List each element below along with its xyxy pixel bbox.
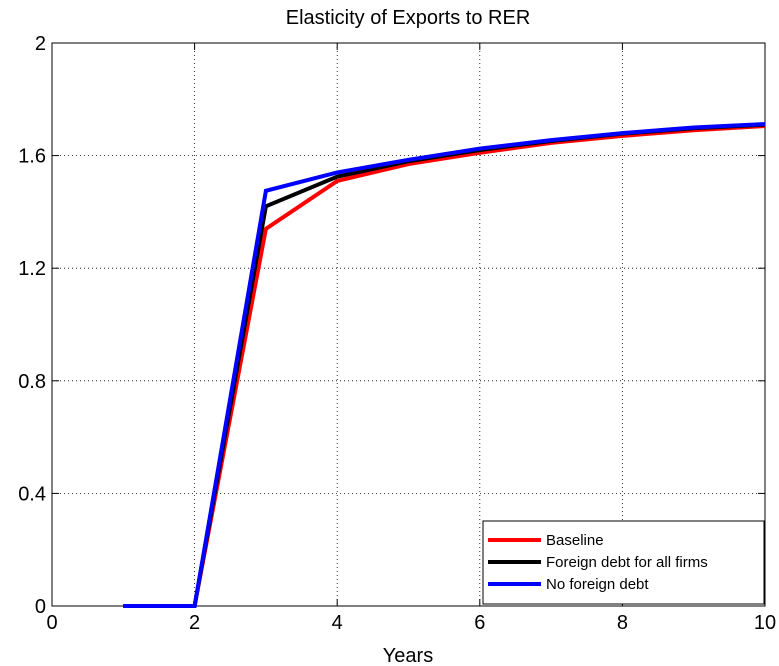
y-tick-label: 2 bbox=[35, 33, 46, 55]
series-lines bbox=[123, 122, 766, 608]
y-tick-label: 0 bbox=[35, 596, 46, 618]
grid-lines bbox=[52, 43, 765, 606]
x-tick-label: 4 bbox=[332, 612, 343, 634]
series-line-no-foreign-debt bbox=[123, 122, 766, 608]
legend-label-no-foreign-debt: No foreign debt bbox=[546, 576, 649, 593]
legend: Baseline Foreign debt for all firms No for… bbox=[482, 520, 765, 605]
x-tick-label: 6 bbox=[474, 612, 485, 634]
x-tick-label: 0 bbox=[46, 612, 57, 634]
legend-label-foreign-debt-for-all-firms: Foreign debt for all firms bbox=[546, 554, 708, 571]
x-tick-label: 10 bbox=[754, 612, 776, 634]
chart-title: Elasticity of Exports to RER bbox=[286, 7, 531, 29]
y-tick-label: 1.6 bbox=[18, 146, 46, 168]
x-tick-label: 2 bbox=[189, 612, 200, 634]
y-tick-label: 0.8 bbox=[18, 371, 46, 393]
y-tick-label: 1.2 bbox=[18, 258, 46, 280]
x-axis-title: Years bbox=[383, 645, 433, 666]
y-tick-label: 0.4 bbox=[18, 483, 46, 505]
axis-ticks: 0 2 4 6 8 10 0 0.4 0.8 1.2 1.6 2 bbox=[18, 33, 776, 634]
x-tick-label: 8 bbox=[617, 612, 628, 634]
plot-area-frame bbox=[51, 42, 766, 607]
legend-label-baseline: Baseline bbox=[546, 532, 604, 549]
